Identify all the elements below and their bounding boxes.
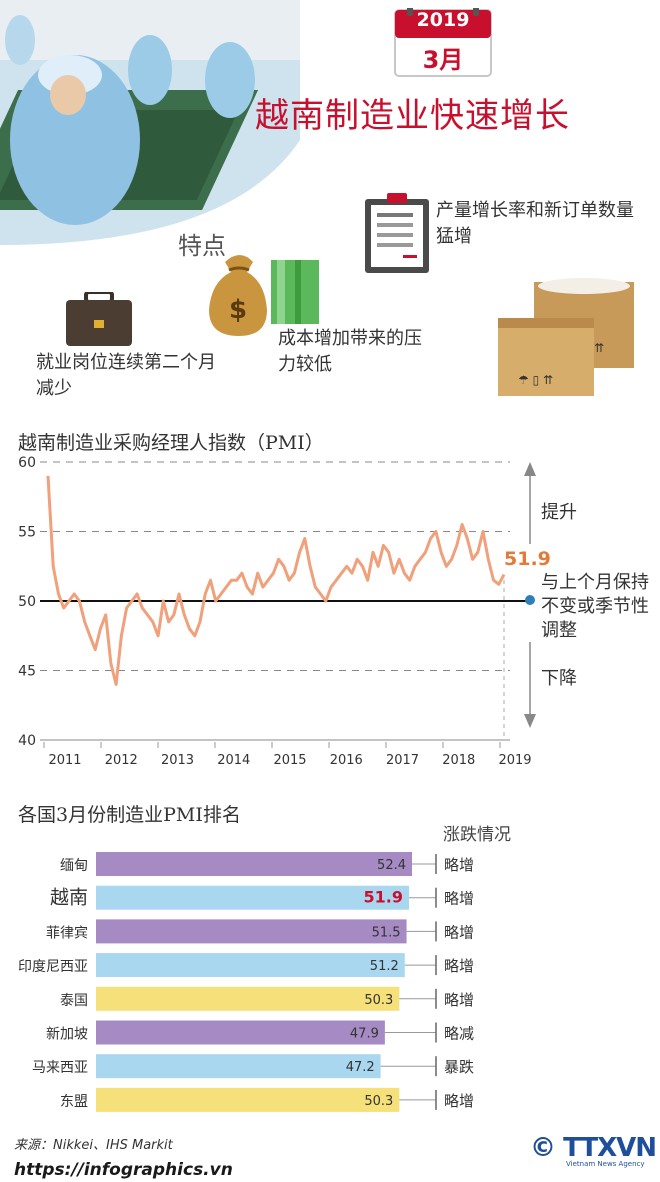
site-link[interactable]: https://infographics.vn [14,1160,233,1180]
bar [96,852,412,876]
bar [96,885,409,910]
bar [96,986,400,1011]
x-tick-label: 2018 [442,753,475,768]
bar-category-label: 缅甸 [60,858,88,874]
bar-category-label: 泰国 [60,993,88,1009]
y-tick-label: 55 [18,525,36,541]
bar [96,953,405,978]
bar [96,919,407,944]
bar-value-label: 47.9 [350,1027,379,1042]
y-tick-label: 45 [18,664,36,680]
bar-value-label: 50.3 [364,993,393,1008]
y-tick-label: 60 [18,455,36,471]
x-tick-label: 2011 [48,753,81,768]
page-title: 越南制造业快速增长 [255,96,570,136]
year-label: 2019 [416,9,470,31]
reference-marker [525,595,535,605]
bar-change-label: 略增 [444,1092,474,1110]
feature-orders: 产量增长率和新订单数量猛增 [436,200,634,247]
bar-change-label: 略增 [444,890,474,908]
agency-name: TTXVN [563,1133,657,1163]
bar-value-label: 51.2 [370,959,399,974]
boxes-icon: ☂ ▯ ⇈ ⇈ [498,278,634,396]
y-tick-label: 40 [18,733,36,749]
pmi-line-chart: 40 45 50 55 60 2011 2012 2013 2014 2015 2016 2017 2… [18,455,536,768]
pmi-chart-title: 越南制造业采购经理人指数（PMI） [18,432,324,454]
bar-change-label: 暴跌 [444,1058,474,1076]
x-tick-label: 2015 [273,753,306,768]
bar-change-label: 略增 [444,991,474,1009]
bar-category-label: 马来西亚 [32,1060,88,1076]
bar-category-label: 印度尼西亚 [18,959,88,975]
source-note: 来源：Nikkei、IHS Markit [14,1138,173,1153]
bar-change-label: 略增 [444,923,474,941]
bar-change-label: 略增 [444,856,474,874]
bar [96,1054,381,1079]
bar [96,1087,400,1112]
briefcase-icon [66,292,132,346]
pmi-series-line [46,475,506,686]
feature-jobs: 就业岗位连续第二个月减少 [36,352,216,399]
agency-subtitle: Vietnam News Agency [566,1160,645,1168]
bar-value-label: 50.3 [364,1094,393,1109]
bar-value-label: 51.9 [364,888,403,907]
month-label: 3月 [422,46,464,74]
bar-category-label: 越南 [50,887,88,909]
change-header: 涨跌情况 [443,825,511,845]
clipboard-icon [365,193,429,273]
x-tick-label: 2014 [217,753,250,768]
bar-change-label: 略增 [444,957,474,975]
bar-category-label: 菲律宾 [46,925,88,941]
bar [96,1020,385,1045]
copyright-icon: © [530,1133,556,1163]
svg-text:☂ ▯ ⇈: ☂ ▯ ⇈ [518,373,553,387]
x-tick-label: 2017 [386,753,419,768]
bar-value-label: 52.4 [377,858,406,873]
svg-text:⇈: ⇈ [594,341,604,355]
bar-category-label: 新加坡 [46,1027,88,1043]
x-tick-label: 2012 [105,753,138,768]
feature-cost: 成本增加带来的压力较低 [278,328,422,375]
bar-change-label: 略减 [444,1025,474,1043]
factory-photo [0,0,300,245]
x-tick-label: 2013 [161,753,194,768]
bar-value-label: 47.2 [346,1060,375,1075]
label-up: 提升 [541,502,577,523]
features-label: 特点 [178,232,226,260]
bar-category-label: 东盟 [60,1094,88,1110]
agency-logo: © TTXVN [530,1133,657,1163]
last-value-label: 51.9 [504,548,551,570]
calendar-icon [394,8,492,77]
svg-text:$: $ [229,295,247,325]
bar-value-label: 51.5 [372,925,401,940]
label-unchanged: 与上个月保持不变或季节性调整 [541,572,649,641]
y-tick-label: 50 [18,594,36,610]
x-tick-label: 2019 [498,753,531,768]
ranking-title: 各国3月份制造业PMI排名 [18,804,241,826]
money-bag-icon: $ [209,255,319,336]
label-down: 下降 [541,668,577,689]
x-tick-label: 2016 [330,753,363,768]
